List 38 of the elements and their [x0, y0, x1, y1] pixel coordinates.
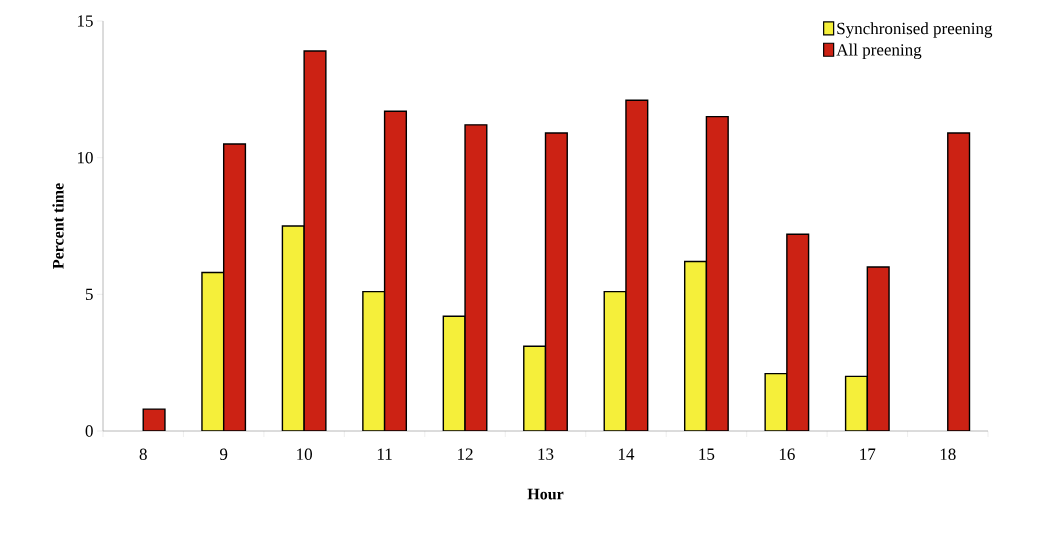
y-axis-title: Percent time	[52, 183, 64, 269]
y-tick-label: 15	[77, 15, 93, 27]
bar	[786, 233, 810, 431]
x-tick-label: 8	[139, 448, 147, 460]
y-tick-label: 5	[85, 288, 93, 300]
bar	[303, 50, 327, 431]
x-tick-label: 18	[940, 448, 956, 460]
bar	[705, 115, 729, 431]
bar	[383, 110, 408, 431]
bar	[464, 124, 488, 431]
x-tick-label: 12	[458, 448, 473, 460]
y-tick-label: 10	[77, 151, 93, 164]
legend-label: All preening	[836, 43, 922, 60]
bar	[866, 266, 890, 431]
x-tick-label: 13	[538, 448, 554, 460]
bar	[201, 271, 225, 431]
x-axis-title: Hour	[527, 488, 564, 500]
bar	[442, 315, 466, 431]
x-tick-label: 9	[219, 448, 228, 460]
x-tick-label: 11	[377, 448, 392, 460]
bar	[947, 132, 971, 431]
bar	[625, 99, 649, 431]
bar	[544, 132, 568, 431]
bar	[684, 260, 708, 431]
bar	[844, 375, 869, 431]
bar	[523, 345, 547, 431]
bar	[603, 290, 627, 431]
x-tick-label: 16	[779, 448, 795, 460]
x-tick-label: 15	[699, 448, 715, 460]
legend-label: Synchronised preening	[837, 22, 993, 38]
x-tick-label: 14	[618, 448, 635, 460]
y-tick-label: 0	[85, 425, 93, 437]
bar	[362, 290, 386, 431]
x-tick-label: 17	[860, 448, 876, 460]
bar	[281, 225, 305, 431]
bar	[764, 372, 788, 431]
x-tick-label: 10	[297, 448, 312, 460]
bar	[222, 143, 247, 431]
